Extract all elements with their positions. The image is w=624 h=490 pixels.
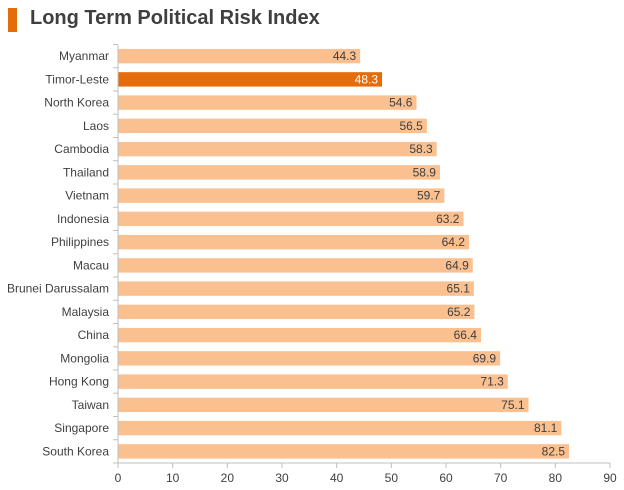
category-label: Mongolia — [60, 351, 109, 365]
chart-title: Long Term Political Risk Index — [30, 7, 320, 29]
title-accent-bar — [8, 8, 17, 32]
category-label: Brunei Darussalam — [7, 282, 109, 296]
bar — [118, 258, 473, 273]
category-label: Cambodia — [54, 142, 109, 156]
x-tick-label: 10 — [166, 471, 180, 485]
x-tick-label: 90 — [603, 471, 617, 485]
bar — [118, 72, 383, 87]
data-label: 75.1 — [501, 398, 525, 412]
x-tick-label: 40 — [330, 471, 344, 485]
data-label: 65.2 — [447, 305, 471, 319]
bar — [118, 188, 445, 203]
data-label: 63.2 — [436, 212, 460, 226]
data-label: 56.5 — [400, 119, 424, 133]
data-label: 58.3 — [409, 142, 433, 156]
x-tick-label: 20 — [221, 471, 235, 485]
bar — [118, 141, 437, 157]
data-label: 44.3 — [333, 49, 357, 63]
x-tick-label: 80 — [549, 471, 563, 485]
data-label: 59.7 — [417, 189, 441, 203]
x-tick-label: 0 — [115, 471, 122, 485]
category-label: Vietnam — [65, 189, 109, 203]
bar — [118, 444, 569, 459]
bar — [118, 351, 501, 366]
category-label: Timor-Leste — [45, 72, 109, 86]
bar — [118, 281, 474, 296]
category-label: North Korea — [44, 96, 109, 110]
data-label: 58.9 — [413, 165, 437, 179]
bar — [118, 48, 361, 64]
bar — [118, 374, 508, 389]
x-tick-label: 70 — [494, 471, 508, 485]
x-tick-label: 60 — [439, 471, 453, 485]
category-label: Thailand — [63, 165, 109, 179]
bar — [118, 327, 481, 343]
data-label: 82.5 — [542, 444, 566, 458]
data-label: 54.6 — [389, 96, 413, 110]
bar — [118, 234, 469, 250]
data-label: 81.1 — [534, 421, 558, 435]
data-label: 65.1 — [447, 282, 471, 296]
bar — [118, 397, 529, 413]
bar — [118, 420, 562, 436]
bar — [118, 95, 417, 110]
category-label: Philippines — [51, 235, 109, 249]
category-label: Indonesia — [57, 212, 109, 226]
x-tick-label: 50 — [385, 471, 399, 485]
data-label: 66.4 — [454, 328, 478, 342]
category-label: Malaysia — [62, 305, 110, 319]
category-label: China — [78, 328, 110, 342]
data-label: 64.9 — [445, 258, 469, 272]
x-tick-label: 30 — [275, 471, 289, 485]
data-label: 69.9 — [473, 351, 497, 365]
data-label: 64.2 — [442, 235, 466, 249]
category-label: Singapore — [54, 421, 109, 435]
bar — [118, 211, 464, 227]
data-label: 48.3 — [355, 72, 379, 86]
data-label: 71.3 — [480, 375, 504, 389]
bar — [118, 165, 440, 180]
category-label: Hong Kong — [49, 375, 109, 389]
category-label: South Korea — [42, 444, 109, 458]
category-label: Laos — [83, 119, 109, 133]
category-label: Macau — [73, 258, 109, 272]
bar — [118, 304, 475, 320]
bar — [118, 118, 427, 134]
category-label: Myanmar — [59, 49, 109, 63]
category-label: Taiwan — [72, 398, 109, 412]
